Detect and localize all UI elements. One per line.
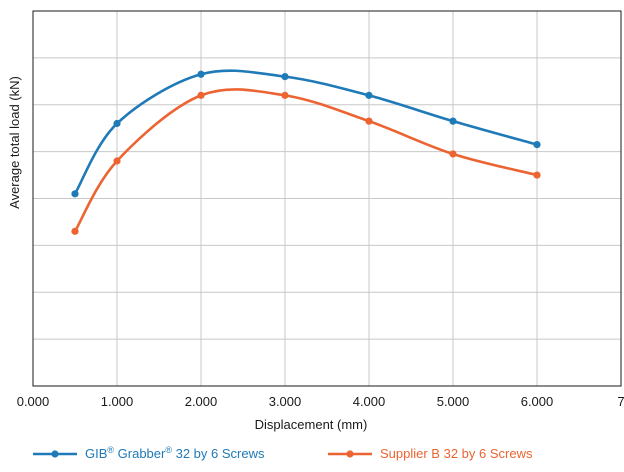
legend-swatch-marker <box>346 450 354 458</box>
plot-frame <box>32 10 622 387</box>
data-point <box>533 140 541 149</box>
data-point <box>365 91 373 99</box>
x-tick-labels: 0.000 1.000 2.000 3.000 4.000 5.000 6.000 7 <box>17 394 624 409</box>
legend-swatch-marker <box>51 450 59 458</box>
legend-label: Supplier B 32 by 6 Screws <box>380 446 533 461</box>
data-point <box>113 157 121 165</box>
data-point <box>197 91 205 99</box>
x-tick-label: 0.000 <box>17 394 50 409</box>
data-point <box>281 73 289 81</box>
series-line <box>73 88 539 233</box>
x-tick-label: 1.000 <box>101 394 134 409</box>
legend-item: GIB® Grabber® 32 by 6 Screws <box>33 445 265 461</box>
grid <box>32 10 622 387</box>
data-point <box>365 117 373 125</box>
data-point <box>113 119 121 128</box>
legend: GIB® Grabber® 32 by 6 Screws Supplier B 3… <box>33 445 533 461</box>
series-1 <box>71 69 541 198</box>
x-tick-label: 3.000 <box>269 394 302 409</box>
x-axis-title: Displacement (mm) <box>255 417 368 432</box>
legend-item: Supplier B 32 by 6 Screws <box>328 446 533 461</box>
data-point <box>197 70 205 78</box>
series-layer <box>71 69 541 235</box>
data-point <box>281 91 289 99</box>
x-tick-label: 4.000 <box>353 394 386 409</box>
x-tick-label: 2.000 <box>185 394 218 409</box>
x-tick-label: 7 <box>617 394 624 409</box>
data-point <box>71 190 79 198</box>
x-tick-label: 5.000 <box>437 394 470 409</box>
data-point <box>449 117 457 125</box>
legend-label: GIB® Grabber® 32 by 6 Screws <box>85 445 265 461</box>
series-2 <box>71 88 541 235</box>
data-point <box>533 171 541 179</box>
y-axis-title: Average total load (kN) <box>7 76 22 209</box>
data-point <box>449 150 457 158</box>
series-line <box>73 69 539 196</box>
x-tick-label: 6.000 <box>521 394 554 409</box>
data-point <box>71 227 79 235</box>
